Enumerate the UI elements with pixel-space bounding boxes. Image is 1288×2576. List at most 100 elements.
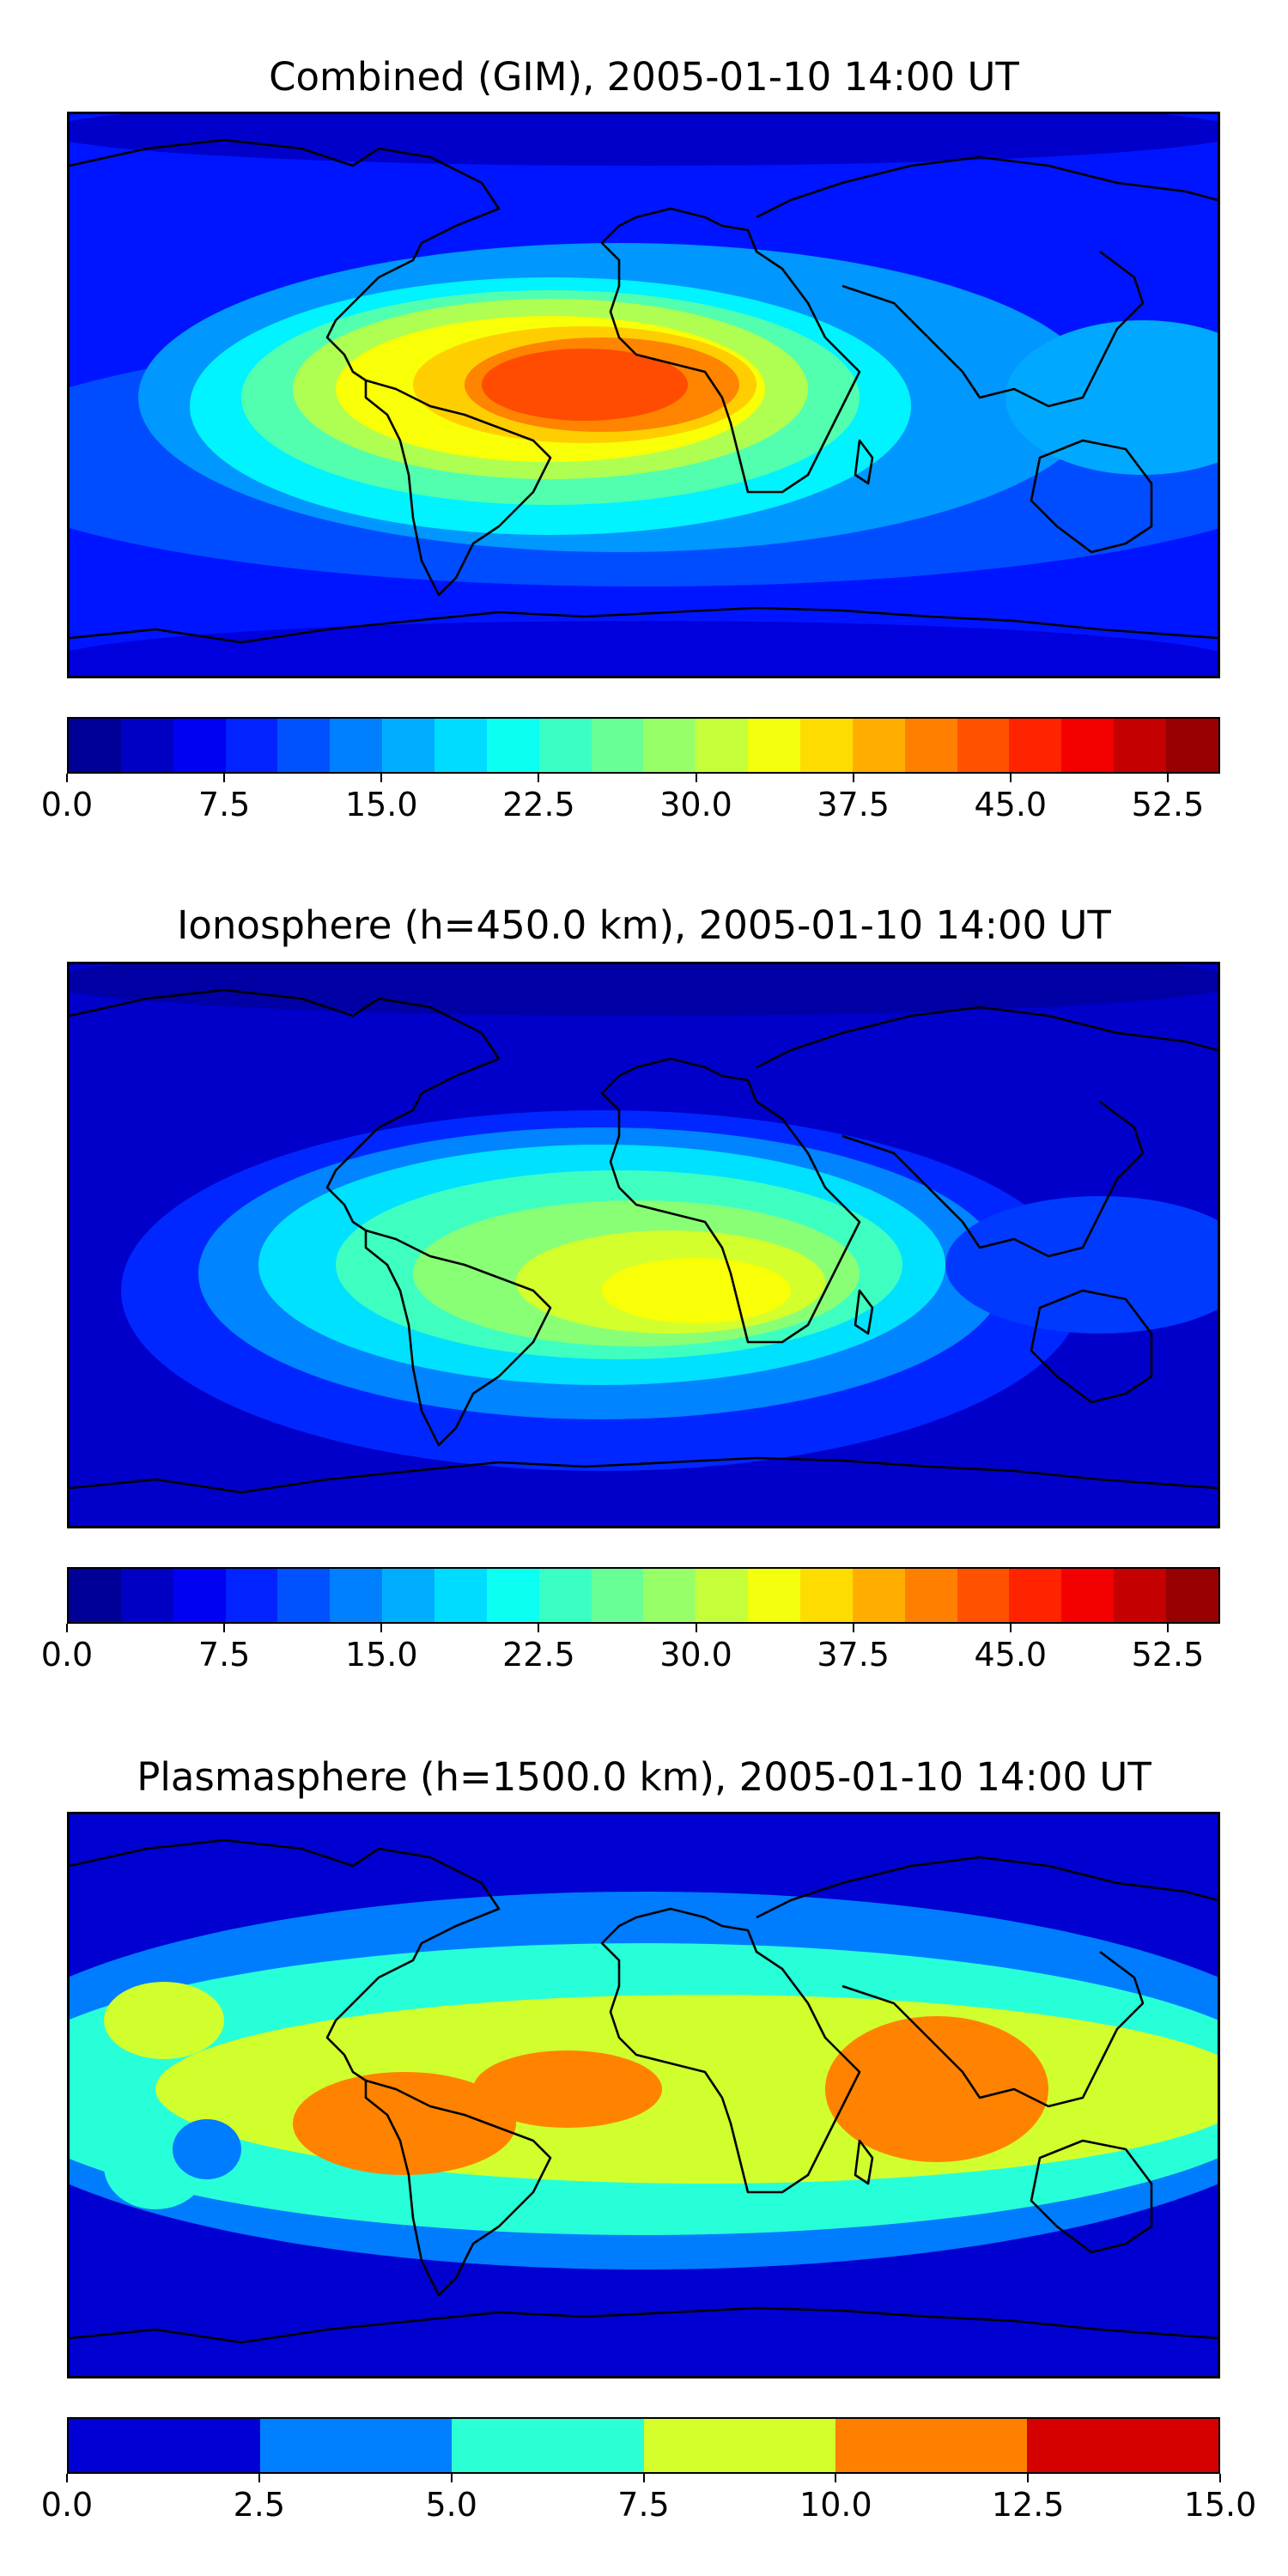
colorbar-segment bbox=[696, 719, 749, 772]
panel-title: Combined (GIM), 2005-01-10 14:00 UT bbox=[269, 54, 1019, 100]
colorbar-segment bbox=[382, 1569, 435, 1622]
coastline bbox=[364, 2079, 552, 2297]
coastline bbox=[756, 1856, 1218, 1919]
contour-region bbox=[602, 1258, 791, 1323]
colorbar-segment bbox=[225, 719, 278, 772]
colorbar-segment bbox=[748, 1569, 801, 1622]
colorbar-segment bbox=[225, 1569, 278, 1622]
colorbar-tick-label: 0.0 bbox=[40, 1636, 94, 1674]
colorbar-segment bbox=[1114, 1569, 1167, 1622]
colorbar-segment bbox=[835, 2419, 1027, 2472]
contour-region bbox=[70, 621, 1218, 676]
colorbar-tick-label: 7.5 bbox=[197, 1636, 251, 1674]
colorbar-tick-label: 52.5 bbox=[1131, 1636, 1205, 1674]
coastline bbox=[1030, 1289, 1153, 1404]
coastlines bbox=[70, 988, 1218, 1494]
colorbar-segment bbox=[277, 1569, 331, 1622]
colorbar-segment bbox=[452, 2419, 644, 2472]
map-svg bbox=[70, 1814, 1218, 2376]
coastline bbox=[70, 2306, 1218, 2344]
coastline bbox=[364, 379, 552, 597]
colorbar bbox=[67, 1567, 1220, 1624]
colorbar-segment bbox=[957, 719, 1010, 772]
panel-title: Plasmasphere (h=1500.0 km), 2005-01-10 1… bbox=[137, 1754, 1151, 1800]
contour-region bbox=[1005, 320, 1218, 475]
colorbar-tick-label: 37.5 bbox=[817, 1636, 890, 1674]
coastline bbox=[756, 1005, 1218, 1069]
colorbar-segment bbox=[957, 1569, 1010, 1622]
colorbar-segment bbox=[434, 719, 487, 772]
coastline bbox=[364, 1229, 552, 1447]
contour-region bbox=[70, 114, 1218, 166]
colorbar-segment bbox=[120, 719, 173, 772]
colorbar-tick-label: 2.5 bbox=[233, 2486, 286, 2524]
colorbar-tick-label: 5.0 bbox=[425, 2486, 477, 2524]
colorbar bbox=[67, 717, 1220, 774]
colorbar-tick-label: 15.0 bbox=[344, 786, 418, 823]
colorbar-segment bbox=[69, 1569, 121, 1622]
coastline bbox=[841, 1950, 1145, 2108]
colorbar-segment bbox=[800, 1569, 853, 1622]
coastline bbox=[854, 1289, 874, 1335]
colorbar-segment bbox=[330, 719, 383, 772]
colorbar-segment bbox=[904, 719, 957, 772]
colorbar-segment bbox=[643, 719, 696, 772]
coastline bbox=[600, 1907, 861, 2194]
colorbar-segment bbox=[800, 719, 853, 772]
coastline bbox=[854, 2139, 874, 2185]
contour-region bbox=[945, 1196, 1218, 1334]
panel-title: Ionosphere (h=450.0 km), 2005-01-10 14:0… bbox=[177, 902, 1111, 948]
colorbar-segment bbox=[330, 1569, 383, 1622]
colorbar bbox=[67, 2417, 1220, 2474]
colorbar-segment bbox=[696, 1569, 749, 1622]
contour-region bbox=[70, 964, 1218, 1016]
colorbar-segment bbox=[1061, 719, 1115, 772]
colorbar-segment bbox=[1166, 1569, 1218, 1622]
colorbar-segment bbox=[382, 719, 435, 772]
colorbar-segment bbox=[260, 2419, 453, 2472]
colorbar-tick-label: 30.0 bbox=[659, 786, 732, 823]
coastline bbox=[841, 250, 1145, 408]
map-plasmasphere bbox=[67, 1812, 1220, 2379]
contour-region bbox=[173, 2119, 241, 2179]
colorbar-segment bbox=[1166, 719, 1218, 772]
colorbar-segment bbox=[69, 2419, 261, 2472]
colorbar-ticks: 0.0 2.5 5.0 7.5 10.0 12.5 15.0 bbox=[41, 2474, 1256, 2525]
map-combined bbox=[67, 112, 1220, 678]
colorbar-segment bbox=[486, 1569, 539, 1622]
coastline bbox=[1030, 439, 1153, 554]
map-svg bbox=[70, 964, 1218, 1526]
colorbar-segment bbox=[591, 719, 644, 772]
colorbar-ticks: 0.0 7.5 15.0 22.5 30.0 37.5 45.0 52.5 bbox=[41, 1624, 1220, 1675]
colorbar-segment bbox=[748, 719, 801, 772]
colorbar-segment bbox=[486, 719, 539, 772]
colorbar-tick-label: 30.0 bbox=[659, 1636, 732, 1674]
coastline bbox=[756, 155, 1218, 219]
colorbar-segment bbox=[852, 719, 905, 772]
coastline bbox=[70, 1838, 501, 2082]
coastline bbox=[854, 439, 874, 485]
colorbar-tick-label: 12.5 bbox=[991, 2486, 1065, 2524]
colorbar-tick-label: 0.0 bbox=[40, 786, 94, 823]
coastline bbox=[841, 1100, 1145, 1258]
colorbar-segment bbox=[1026, 2419, 1219, 2472]
contour-region bbox=[825, 2016, 1048, 2162]
colorbar-segment bbox=[852, 1569, 905, 1622]
colorbar-segment bbox=[173, 1569, 226, 1622]
contour-region bbox=[104, 1982, 224, 2059]
colorbar-segment bbox=[538, 1569, 592, 1622]
colorbar-tick-label: 0.0 bbox=[40, 2486, 94, 2524]
coastline bbox=[70, 1456, 1218, 1494]
colorbar-segment bbox=[173, 719, 226, 772]
colorbar-tick-label: 7.5 bbox=[617, 2486, 670, 2524]
colorbar-tick-label: 37.5 bbox=[817, 786, 890, 823]
colorbar-segment bbox=[69, 719, 121, 772]
coastline bbox=[600, 1057, 861, 1344]
colorbar-segment bbox=[643, 2419, 835, 2472]
colorbar-segment bbox=[904, 1569, 957, 1622]
coastline bbox=[70, 988, 501, 1232]
colorbar-tick-label: 45.0 bbox=[974, 786, 1048, 823]
colorbar-segment bbox=[643, 1569, 696, 1622]
colorbar-tick-label: 15.0 bbox=[1183, 2486, 1257, 2524]
map-ionosphere bbox=[67, 962, 1220, 1528]
